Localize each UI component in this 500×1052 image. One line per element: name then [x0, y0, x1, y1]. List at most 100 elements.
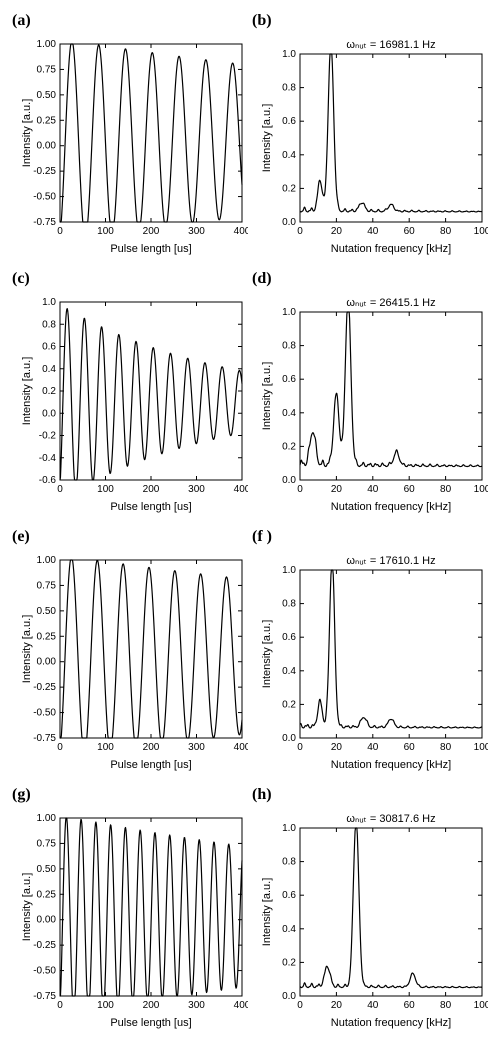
- svg-text:0: 0: [57, 226, 63, 237]
- svg-text:-0.75: -0.75: [33, 733, 56, 744]
- svg-text:-0.2: -0.2: [39, 431, 57, 442]
- svg-text:0.6: 0.6: [282, 890, 296, 901]
- svg-text:200: 200: [143, 484, 160, 495]
- svg-text:400: 400: [234, 1000, 248, 1011]
- svg-text:Nutation frequency [kHz]: Nutation frequency [kHz]: [331, 759, 451, 771]
- svg-text:40: 40: [367, 484, 379, 495]
- chart-grid: (a)0100200300400-0.75-0.50-0.250.000.250…: [10, 10, 490, 1042]
- svg-text:0.6: 0.6: [42, 342, 56, 353]
- svg-text:100: 100: [474, 226, 488, 237]
- svg-text:Intensity [a.u.]: Intensity [a.u.]: [261, 620, 273, 688]
- svg-text:-0.25: -0.25: [33, 166, 56, 177]
- svg-text:0.50: 0.50: [37, 606, 57, 617]
- svg-text:0.25: 0.25: [37, 115, 57, 126]
- panel-g: (g)0100200300400-0.75-0.50-0.250.000.250…: [10, 784, 250, 1042]
- svg-text:-0.50: -0.50: [33, 192, 56, 203]
- svg-text:Nutation frequency [kHz]: Nutation frequency [kHz]: [331, 1017, 451, 1029]
- svg-text:1.0: 1.0: [282, 307, 296, 318]
- svg-text:0.8: 0.8: [282, 341, 296, 352]
- svg-text:20: 20: [331, 742, 343, 753]
- svg-text:0.8: 0.8: [42, 319, 56, 330]
- svg-text:-0.50: -0.50: [33, 966, 56, 977]
- svg-text:-0.25: -0.25: [33, 940, 56, 951]
- svg-text:0.00: 0.00: [37, 141, 57, 152]
- svg-text:300: 300: [188, 742, 205, 753]
- chart-b: 0204060801000.00.20.40.60.81.0Nutation f…: [258, 36, 486, 258]
- svg-text:ωₙᵤₜ = 17610.1 Hz: ωₙᵤₜ = 17610.1 Hz: [346, 555, 435, 567]
- svg-text:Pulse length [us]: Pulse length [us]: [110, 759, 191, 771]
- svg-text:Intensity [a.u.]: Intensity [a.u.]: [21, 99, 33, 167]
- svg-text:0.00: 0.00: [37, 915, 57, 926]
- chart-e: 0100200300400-0.75-0.50-0.250.000.250.50…: [18, 552, 246, 774]
- svg-text:-0.25: -0.25: [33, 682, 56, 693]
- svg-text:Intensity [a.u.]: Intensity [a.u.]: [21, 615, 33, 683]
- svg-text:0.0: 0.0: [282, 475, 296, 486]
- svg-text:300: 300: [188, 226, 205, 237]
- svg-text:0: 0: [297, 484, 303, 495]
- svg-text:200: 200: [143, 1000, 160, 1011]
- svg-text:0: 0: [297, 742, 303, 753]
- panel-h: (h)0204060801000.00.20.40.60.81.0Nutatio…: [250, 784, 490, 1042]
- panel-label-d: (d): [252, 270, 272, 288]
- svg-text:ωₙᵤₜ = 30817.6 Hz: ωₙᵤₜ = 30817.6 Hz: [346, 813, 435, 825]
- svg-text:ωₙᵤₜ = 26415.1 Hz: ωₙᵤₜ = 26415.1 Hz: [346, 297, 435, 309]
- svg-text:40: 40: [367, 226, 379, 237]
- svg-text:Pulse length [us]: Pulse length [us]: [110, 501, 191, 513]
- svg-text:1.0: 1.0: [42, 297, 56, 308]
- svg-text:300: 300: [188, 1000, 205, 1011]
- svg-text:1.00: 1.00: [37, 39, 57, 50]
- svg-text:100: 100: [474, 1000, 488, 1011]
- svg-text:0.8: 0.8: [282, 599, 296, 610]
- svg-text:0.75: 0.75: [37, 838, 57, 849]
- svg-text:0.6: 0.6: [282, 374, 296, 385]
- svg-text:Nutation frequency [kHz]: Nutation frequency [kHz]: [331, 501, 451, 513]
- svg-text:200: 200: [143, 226, 160, 237]
- svg-text:Pulse length [us]: Pulse length [us]: [110, 1017, 191, 1029]
- svg-text:0.0: 0.0: [282, 217, 296, 228]
- svg-text:0.50: 0.50: [37, 864, 57, 875]
- svg-text:300: 300: [188, 484, 205, 495]
- svg-text:1.0: 1.0: [282, 823, 296, 834]
- svg-text:0: 0: [57, 742, 63, 753]
- svg-text:0.2: 0.2: [282, 441, 296, 452]
- svg-text:0.75: 0.75: [37, 580, 57, 591]
- panel-label-g: (g): [12, 786, 31, 804]
- panel-label-e: (e): [12, 528, 30, 546]
- svg-text:0.2: 0.2: [282, 957, 296, 968]
- panel-label-a: (a): [12, 12, 31, 30]
- svg-text:0.50: 0.50: [37, 90, 57, 101]
- chart-f: 0204060801000.00.20.40.60.81.0Nutation f…: [258, 552, 486, 774]
- chart-g: 0100200300400-0.75-0.50-0.250.000.250.50…: [18, 810, 246, 1032]
- svg-text:80: 80: [440, 1000, 452, 1011]
- svg-text:40: 40: [367, 742, 379, 753]
- panel-b: (b)0204060801000.00.20.40.60.81.0Nutatio…: [250, 10, 490, 268]
- svg-text:Intensity [a.u.]: Intensity [a.u.]: [21, 873, 33, 941]
- svg-text:400: 400: [234, 484, 248, 495]
- chart-d: 0204060801000.00.20.40.60.81.0Nutation f…: [258, 294, 486, 516]
- panel-label-c: (c): [12, 270, 30, 288]
- svg-text:0.8: 0.8: [282, 857, 296, 868]
- svg-text:40: 40: [367, 1000, 379, 1011]
- svg-text:Intensity [a.u.]: Intensity [a.u.]: [261, 104, 273, 172]
- svg-text:0: 0: [57, 1000, 63, 1011]
- svg-text:100: 100: [474, 742, 488, 753]
- svg-text:100: 100: [97, 1000, 114, 1011]
- svg-text:80: 80: [440, 484, 452, 495]
- svg-text:0.2: 0.2: [282, 699, 296, 710]
- svg-text:Intensity [a.u.]: Intensity [a.u.]: [21, 357, 33, 425]
- svg-text:-0.4: -0.4: [39, 453, 57, 464]
- svg-text:1.00: 1.00: [37, 555, 57, 566]
- svg-text:20: 20: [331, 1000, 343, 1011]
- svg-text:60: 60: [404, 226, 416, 237]
- svg-text:20: 20: [331, 226, 343, 237]
- chart-h: 0204060801000.00.20.40.60.81.0Nutation f…: [258, 810, 486, 1032]
- svg-text:60: 60: [404, 1000, 416, 1011]
- svg-text:0.4: 0.4: [282, 924, 296, 935]
- panel-label-f: (f ): [252, 528, 272, 546]
- svg-text:0.6: 0.6: [282, 116, 296, 127]
- svg-text:Pulse length [us]: Pulse length [us]: [110, 243, 191, 255]
- svg-text:100: 100: [474, 484, 488, 495]
- panel-c: (c)0100200300400-0.6-0.4-0.20.00.20.40.6…: [10, 268, 250, 526]
- svg-text:0.2: 0.2: [282, 183, 296, 194]
- svg-text:ωₙᵤₜ = 16981.1 Hz: ωₙᵤₜ = 16981.1 Hz: [346, 39, 435, 51]
